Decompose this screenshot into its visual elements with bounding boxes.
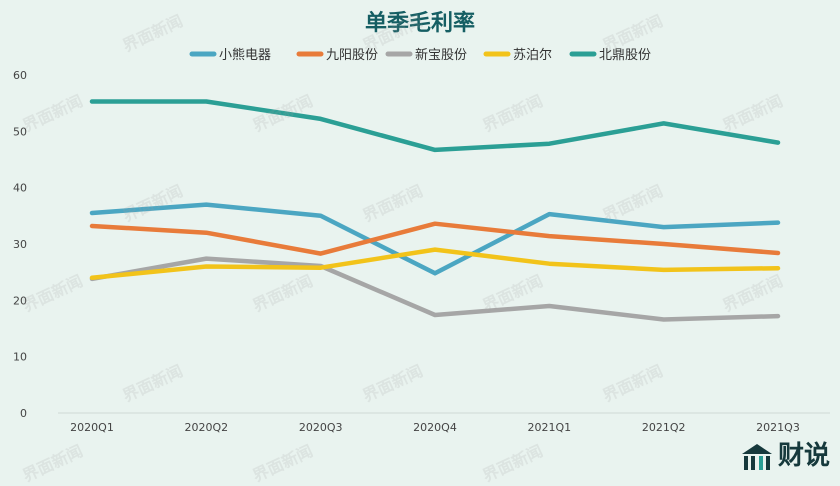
- series-line: [89, 202, 781, 276]
- y-tick-label: 40: [13, 182, 27, 195]
- series-line: [89, 256, 781, 322]
- brand-logo: 财说: [740, 435, 830, 472]
- y-tick-label: 10: [13, 351, 27, 364]
- y-axis: 0 10 20 30 40 50 60: [13, 69, 27, 420]
- y-tick-label: 20: [13, 294, 27, 307]
- legend-item: 九阳股份: [296, 48, 378, 63]
- legend-item: 小熊电器: [189, 47, 271, 63]
- chart-title: 单季毛利率: [365, 10, 475, 36]
- x-tick-label: 2020Q1: [70, 421, 114, 434]
- y-tick-label: 0: [20, 407, 27, 420]
- x-tick-label: 2021Q2: [642, 421, 686, 434]
- y-tick-label: 50: [13, 125, 27, 138]
- legend-label: 苏泊尔: [513, 47, 552, 63]
- series-line: [89, 247, 781, 281]
- legend-label: 小熊电器: [219, 47, 271, 63]
- legend: 小熊电器 九阳股份 新宝股份 苏泊尔 北鼎股份: [189, 47, 651, 63]
- legend-item: 新宝股份: [385, 47, 467, 63]
- legend-item: 苏泊尔: [483, 47, 552, 63]
- legend-label: 北鼎股份: [599, 48, 651, 63]
- series-line: [89, 221, 781, 256]
- x-axis: 2020Q1 2020Q2 2020Q3 2020Q4 2021Q1 2021Q2 2021…: [70, 421, 800, 434]
- x-tick-label: 2021Q3: [756, 421, 800, 434]
- series-line: [89, 99, 781, 153]
- y-tick-label: 30: [13, 238, 27, 251]
- x-tick-label: 2020Q2: [185, 421, 229, 434]
- x-tick-label: 2020Q3: [299, 421, 343, 434]
- legend-label: 九阳股份: [326, 48, 378, 63]
- legend-item: 北鼎股份: [569, 48, 651, 63]
- x-tick-label: 2021Q1: [528, 421, 572, 434]
- legend-label: 新宝股份: [415, 47, 467, 63]
- building-logo-icon: [741, 444, 772, 470]
- x-tick-label: 2020Q4: [413, 421, 457, 434]
- brand-text: 财说: [777, 441, 830, 471]
- y-tick-label: 60: [13, 69, 27, 82]
- series-lines: [89, 99, 781, 322]
